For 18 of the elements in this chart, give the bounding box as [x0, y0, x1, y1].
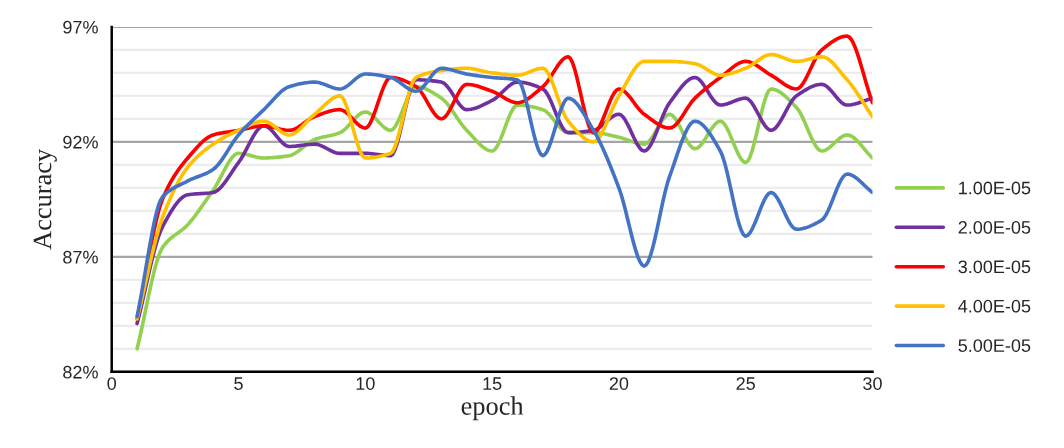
- y-tick-label: 87%: [63, 250, 98, 264]
- x-tick-label: 10: [356, 377, 375, 390]
- x-tick-label: 15: [483, 377, 502, 390]
- legend-label: 1.00E-05: [959, 181, 1031, 195]
- legend-label: 3.00E-05: [958, 260, 1031, 274]
- y-tick-label: 82%: [63, 365, 98, 379]
- x-tick-label: 5: [234, 377, 243, 390]
- legend-label: 4.00E-05: [958, 299, 1031, 313]
- legend-label: 2.00E-05: [958, 221, 1031, 234]
- y-tick-label: 97%: [63, 20, 98, 34]
- legend-label: 5.00E-05: [958, 339, 1031, 352]
- x-tick-label: 0: [107, 377, 117, 390]
- y-tick-label: 92%: [63, 135, 98, 149]
- x-tick-label: 30: [863, 377, 882, 390]
- x-tick-label: 20: [609, 377, 629, 390]
- x-tick-label: 25: [736, 377, 755, 390]
- x-axis-title: epoch: [461, 396, 524, 421]
- y-axis-title: Accuracy: [33, 148, 57, 250]
